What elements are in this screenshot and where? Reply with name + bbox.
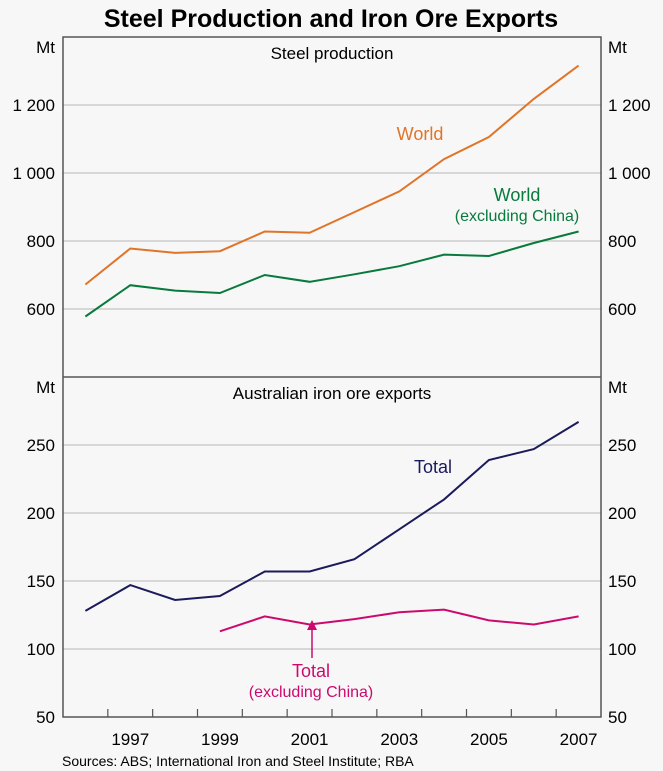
y-tick-label-right: 1 000 <box>608 164 651 183</box>
y-tick-label-left: 100 <box>27 640 55 659</box>
x-tick-label: 2003 <box>380 730 418 749</box>
chart-title: Steel Production and Iron Ore Exports <box>104 5 558 33</box>
panel-title: Australian iron ore exports <box>233 384 431 403</box>
y-tick-label-right: 100 <box>608 640 636 659</box>
y-unit-left: Mt <box>36 378 55 397</box>
legend-label-total-ex-china: Total <box>292 661 330 681</box>
panel-title: Steel production <box>271 44 394 63</box>
x-tick-label: 1997 <box>111 730 149 749</box>
legend-label-world: World <box>397 124 444 144</box>
y-tick-label-right: 1 200 <box>608 96 651 115</box>
annotation-arrow-head <box>307 620 317 630</box>
series-line-total <box>84 421 580 612</box>
y-tick-label-right: 50 <box>608 708 627 727</box>
series-line-world-ex-china <box>84 230 579 318</box>
y-tick-label-right: 800 <box>608 232 636 251</box>
y-tick-label-right: 600 <box>608 300 636 319</box>
y-tick-label-right: 150 <box>608 572 636 591</box>
y-tick-label-left: 1 200 <box>12 96 55 115</box>
y-unit-left: Mt <box>36 38 55 57</box>
y-tick-label-right: 250 <box>608 436 636 455</box>
legend-label-world-ex-china-line2: (excluding China) <box>455 208 580 225</box>
y-tick-label-left: 600 <box>27 300 55 319</box>
y-tick-label-left: 200 <box>27 504 55 523</box>
x-tick-label: 2001 <box>291 730 329 749</box>
legend-label-total-ex-china-line2: (excluding China) <box>249 684 374 701</box>
y-unit-right: Mt <box>608 38 627 57</box>
y-tick-label-left: 50 <box>36 708 55 727</box>
source-note: Sources: ABS; International Iron and Ste… <box>62 753 414 769</box>
y-tick-label-left: 150 <box>27 572 55 591</box>
y-tick-label-right: 200 <box>608 504 636 523</box>
y-tick-label-left: 800 <box>27 232 55 251</box>
x-tick-label: 1999 <box>201 730 239 749</box>
y-tick-label-left: 1 000 <box>12 164 55 183</box>
legend-label-world-ex-china: World <box>494 185 541 205</box>
legend-label-total: Total <box>414 457 452 477</box>
series-line-world <box>84 64 580 286</box>
y-unit-right: Mt <box>608 378 627 397</box>
y-tick-label-left: 250 <box>27 436 55 455</box>
x-tick-label: 2007 <box>560 730 598 749</box>
x-tick-label: 2005 <box>470 730 508 749</box>
